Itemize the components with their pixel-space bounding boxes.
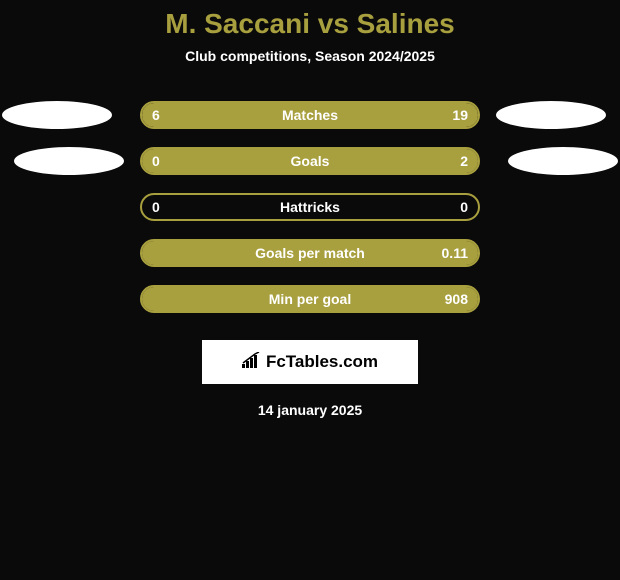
main-container: M. Saccani vs Salines Club competitions,…: [0, 0, 620, 418]
stat-row: 0 Goals 2: [0, 138, 620, 184]
logo-label: FcTables.com: [266, 352, 378, 372]
stat-row: 0 Hattricks 0: [0, 184, 620, 230]
stat-label: Matches: [282, 107, 338, 123]
stat-bar: Goals per match 0.11: [140, 239, 480, 267]
stat-right-value: 19: [452, 107, 468, 123]
stat-row: 6 Matches 19: [0, 92, 620, 138]
stats-area: 6 Matches 19 0 Goals 2 0 Hattricks 0 Goals per ma…: [0, 92, 620, 322]
stat-right-value: 2: [460, 153, 468, 169]
logo-box: FcTables.com: [202, 340, 418, 384]
stat-bar: 6 Matches 19: [140, 101, 480, 129]
ellipse-left: [14, 147, 124, 175]
chart-icon: [242, 352, 262, 373]
stat-left-value: 6: [152, 107, 160, 123]
ellipse-left: [2, 101, 112, 129]
page-title: M. Saccani vs Salines: [0, 8, 620, 40]
stat-left-value: 0: [152, 199, 160, 215]
logo-text: FcTables.com: [242, 352, 378, 373]
page-subtitle: Club competitions, Season 2024/2025: [0, 48, 620, 64]
stat-left-value: 0: [152, 153, 160, 169]
stat-bar: 0 Hattricks 0: [140, 193, 480, 221]
stat-label: Min per goal: [269, 291, 351, 307]
stat-bar: 0 Goals 2: [140, 147, 480, 175]
date-text: 14 january 2025: [0, 402, 620, 418]
bar-fill-right: [223, 103, 478, 127]
stat-right-value: 0.11: [442, 245, 468, 261]
stat-label: Goals: [291, 153, 330, 169]
stat-right-value: 908: [445, 291, 468, 307]
stat-row: Min per goal 908: [0, 276, 620, 322]
stat-right-value: 0: [460, 199, 468, 215]
ellipse-right: [508, 147, 618, 175]
stat-bar: Min per goal 908: [140, 285, 480, 313]
stat-label: Goals per match: [255, 245, 365, 261]
stat-row: Goals per match 0.11: [0, 230, 620, 276]
ellipse-right: [496, 101, 606, 129]
stat-label: Hattricks: [280, 199, 340, 215]
